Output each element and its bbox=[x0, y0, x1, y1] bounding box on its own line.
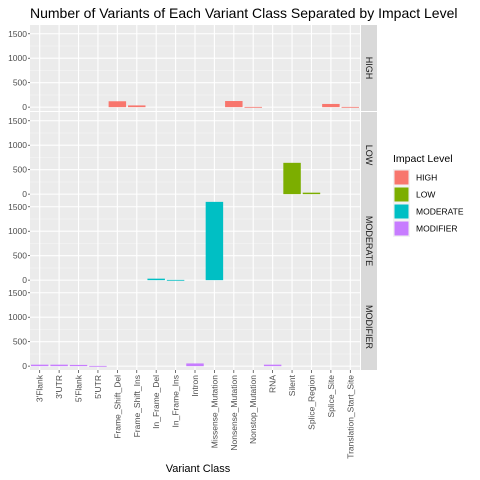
bar-modifier-5-flank bbox=[69, 364, 88, 367]
x-tick-label: Splice_Site bbox=[326, 375, 336, 418]
panel-high: 0 500 1000 1500 HIGH bbox=[8, 25, 377, 112]
y-tick-label: 1500 bbox=[8, 116, 27, 126]
y-tick-label: 500 bbox=[13, 337, 27, 347]
facet-strip-label: MODIFIER bbox=[364, 305, 374, 349]
y-tick-label: 1000 bbox=[8, 226, 27, 236]
facet-strip bbox=[361, 284, 377, 370]
legend-key-high bbox=[394, 170, 409, 185]
x-tick-label: Silent bbox=[287, 374, 297, 396]
x-tick-label: Nonstop_Mutation bbox=[248, 375, 258, 444]
x-axis-title: Variant Class bbox=[166, 463, 231, 475]
bar-high-nonstop-mutation bbox=[244, 106, 262, 108]
x-tick-label: Missense_Mutation bbox=[209, 375, 219, 449]
bar-high-translation-start-site bbox=[341, 106, 360, 108]
legend-label-high: HIGH bbox=[416, 173, 437, 183]
y-tick-label: 1000 bbox=[8, 312, 27, 322]
bar-low-silent bbox=[283, 162, 301, 195]
y-tick-label: 1500 bbox=[8, 202, 27, 212]
bar-high-splice-site bbox=[322, 103, 340, 108]
y-tick-label: 500 bbox=[13, 165, 27, 175]
legend-label-modifier: MODIFIER bbox=[416, 224, 458, 234]
x-tick-label: Frame_Shift_Ins bbox=[132, 375, 142, 437]
y-tick-label: 0 bbox=[22, 189, 27, 199]
bar-modifier-3-flank bbox=[30, 364, 49, 367]
x-axis: 3'Flank 3'UTR 5'Flank 5'UTR Frame_Shift_Del F… bbox=[35, 370, 355, 459]
bar-high-frame-shift-del bbox=[108, 101, 127, 108]
bar-moderate-missense-mutation bbox=[205, 201, 224, 281]
x-tick-label: Splice_Region bbox=[306, 375, 316, 430]
facet-panels: 0 500 1000 1500 HIGH 0 500 1000 1500 LOW 0 500 1000 1… bbox=[8, 25, 377, 371]
panel-modifier: 0 500 1000 1500 MODIFIER bbox=[8, 284, 377, 371]
bar-modifier-3-utr bbox=[50, 364, 68, 367]
facet-strip-label: HIGH bbox=[364, 57, 374, 80]
legend-key-moderate bbox=[394, 204, 409, 219]
facet-strip bbox=[361, 112, 377, 198]
x-tick-label: 3'Flank bbox=[35, 374, 45, 402]
y-tick-label: 1000 bbox=[8, 140, 27, 150]
y-tick-label: 1500 bbox=[8, 29, 27, 39]
bar-modifier-5-utr bbox=[89, 365, 107, 367]
bar-high-nonsense-mutation bbox=[225, 101, 243, 108]
y-tick-label: 1500 bbox=[8, 288, 27, 298]
x-tick-label: 5'Flank bbox=[74, 374, 84, 402]
panel-low: 0 500 1000 1500 LOW bbox=[8, 112, 377, 199]
y-tick-label: 0 bbox=[22, 102, 27, 112]
x-tick-label: Intron bbox=[190, 375, 200, 397]
x-tick-label: Frame_Shift_Del bbox=[112, 375, 122, 439]
x-tick-label: In_Frame_Ins bbox=[171, 375, 181, 427]
y-tick-label: 0 bbox=[22, 275, 27, 285]
x-tick-label: In_Frame_Del bbox=[151, 375, 161, 429]
y-tick-label: 500 bbox=[13, 78, 27, 88]
x-tick-label: Translation_Start_Site bbox=[345, 375, 355, 459]
x-tick-label: 5'UTR bbox=[93, 375, 103, 399]
bar-modifier-intron bbox=[186, 363, 204, 367]
bar-moderate-in-frame-del bbox=[147, 278, 165, 281]
facet-strip bbox=[361, 198, 377, 284]
legend-label-moderate: MODERATE bbox=[416, 207, 464, 217]
legend-key-low bbox=[394, 187, 409, 202]
facet-strip-label: LOW bbox=[364, 145, 374, 166]
bar-moderate-in-frame-ins bbox=[166, 279, 185, 281]
y-tick-label: 500 bbox=[13, 251, 27, 261]
legend-title: Impact Level bbox=[393, 153, 453, 165]
bar-high-frame-shift-ins bbox=[128, 105, 146, 108]
legend-key-modifier bbox=[394, 221, 409, 236]
panel-moderate: 0 500 1000 1500 MODERATE bbox=[8, 198, 377, 285]
x-tick-label: 3'UTR bbox=[54, 375, 64, 399]
facet-strip-label: MODERATE bbox=[364, 216, 374, 266]
x-tick-label: Nonsense_Mutation bbox=[229, 375, 239, 451]
x-tick-label: RNA bbox=[268, 375, 278, 393]
legend: Impact Level HIGH LOW MODERATE MODIFIER bbox=[393, 153, 464, 237]
legend-label-low: LOW bbox=[416, 190, 435, 200]
bar-low-splice-region bbox=[302, 192, 321, 195]
bar-modifier-rna bbox=[263, 364, 282, 367]
y-tick-label: 0 bbox=[22, 361, 27, 371]
chart-title: Number of Variants of Each Variant Class… bbox=[30, 5, 457, 21]
y-tick-label: 1000 bbox=[8, 53, 27, 63]
facet-strip bbox=[361, 25, 377, 111]
